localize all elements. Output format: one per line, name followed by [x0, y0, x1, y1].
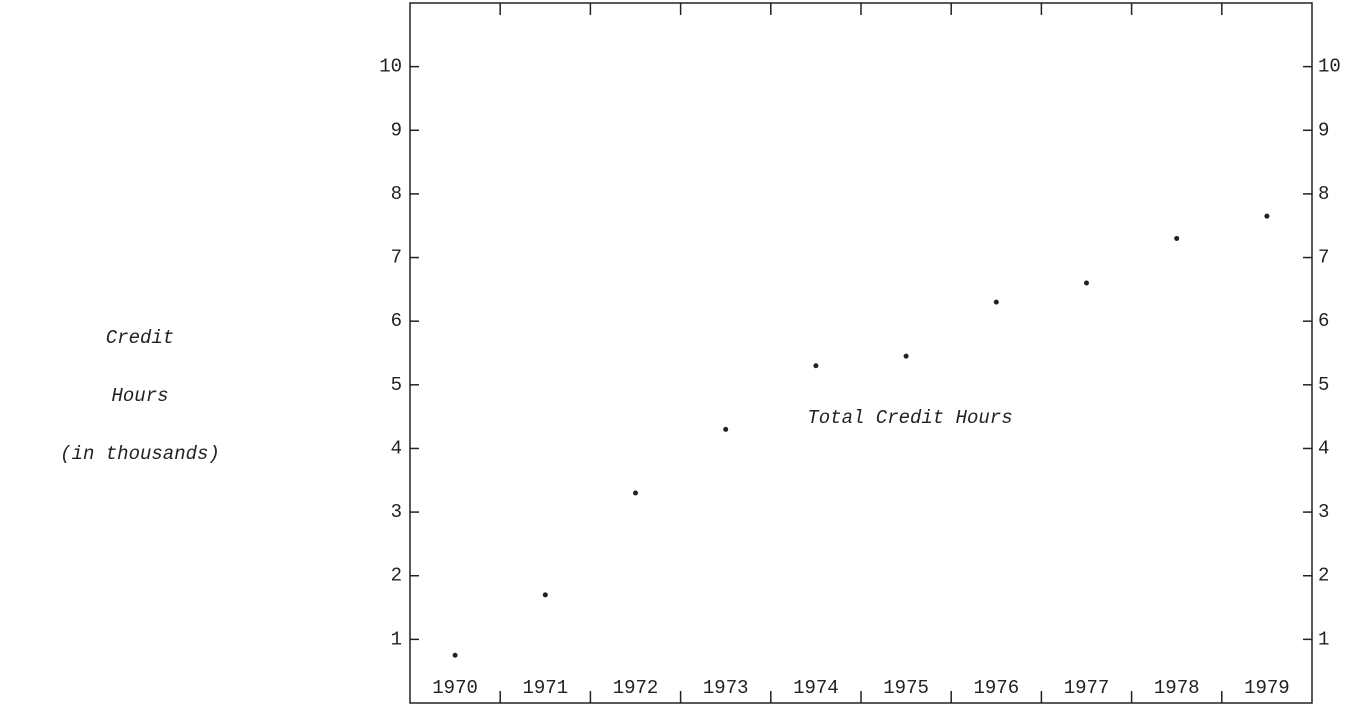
y-tick-label: 8 [391, 183, 402, 205]
y2-tick-label: 8 [1318, 183, 1329, 205]
data-point [1174, 235, 1180, 241]
data-point [1084, 280, 1089, 286]
y2-tick-label: 5 [1318, 374, 1329, 396]
x-tick-label: 1975 [883, 677, 929, 699]
y2-tick-label: 1 [1318, 628, 1329, 650]
data-point [723, 426, 729, 432]
data-point [452, 652, 458, 658]
y2-tick-label: 7 [1318, 247, 1329, 269]
y-axis-label: Hours [111, 385, 168, 407]
y-tick-label: 6 [391, 310, 402, 332]
y-tick-label: 9 [391, 119, 402, 141]
y-tick-label: 1 [391, 628, 402, 650]
y-axis-label: (in thousands) [60, 443, 220, 465]
x-tick-label: 1976 [973, 677, 1019, 699]
y-tick-label: 3 [391, 501, 402, 523]
y2-tick-label: 3 [1318, 501, 1329, 523]
data-point [993, 299, 999, 305]
y2-tick-label: 4 [1318, 437, 1329, 459]
x-tick-label: 1973 [703, 677, 749, 699]
y2-tick-label: 9 [1318, 119, 1329, 141]
y2-tick-label: 2 [1318, 565, 1329, 587]
y-tick-label: 5 [391, 374, 402, 396]
y-tick-label: 7 [391, 247, 402, 269]
plot-frame [409, 2, 1313, 704]
y-tick-label: 2 [391, 565, 402, 587]
data-point [633, 490, 638, 496]
x-tick-label: 1971 [522, 677, 568, 699]
x-tick-label: 1970 [432, 677, 478, 699]
y-tick-label: 4 [391, 437, 402, 459]
x-tick-label: 1974 [793, 677, 839, 699]
y2-tick-label: 6 [1318, 310, 1329, 332]
y-axis-label: Credit [106, 327, 174, 349]
x-tick-label: 1972 [613, 677, 659, 699]
series-label: Total Credit Hours [807, 407, 1012, 429]
x-tick-label: 1979 [1244, 677, 1290, 699]
data-point [542, 592, 548, 598]
data-point [813, 363, 819, 369]
y-tick-label: 10 [379, 56, 402, 78]
x-tick-label: 1977 [1064, 677, 1110, 699]
x-tick-label: 1978 [1154, 677, 1200, 699]
y2-tick-label: 10 [1318, 56, 1341, 78]
data-point [903, 353, 909, 359]
data-point [1264, 213, 1270, 219]
